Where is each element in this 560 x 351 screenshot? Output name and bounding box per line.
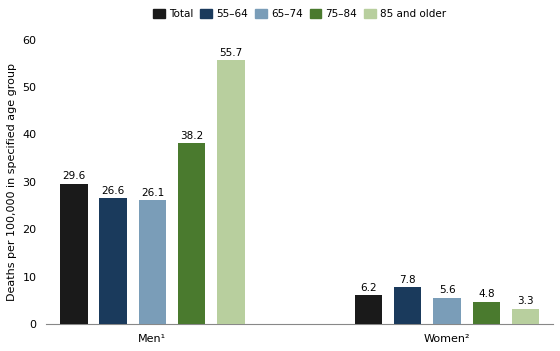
Text: 5.6: 5.6 (438, 285, 455, 296)
Bar (433, 298, 461, 324)
Text: 29.6: 29.6 (62, 172, 86, 181)
Bar (473, 302, 500, 324)
Y-axis label: Deaths per 100,000 in specified age group: Deaths per 100,000 in specified age grou… (7, 63, 17, 301)
Bar (99, 198, 127, 324)
Text: 55.7: 55.7 (220, 48, 242, 58)
Bar (178, 143, 206, 324)
Legend: Total, 55–64, 65–74, 75–84, 85 and older: Total, 55–64, 65–74, 75–84, 85 and older (149, 5, 450, 23)
Text: 7.8: 7.8 (399, 275, 416, 285)
Bar (60, 184, 87, 324)
Text: 4.8: 4.8 (478, 289, 494, 299)
Bar (512, 309, 539, 324)
Bar (139, 200, 166, 324)
Text: 26.1: 26.1 (141, 188, 164, 198)
Text: 3.3: 3.3 (517, 296, 534, 306)
Text: 26.6: 26.6 (101, 186, 125, 196)
Bar (217, 60, 245, 324)
Text: 38.2: 38.2 (180, 131, 203, 141)
Bar (394, 287, 422, 324)
Bar (354, 295, 382, 324)
Text: 6.2: 6.2 (360, 283, 377, 292)
